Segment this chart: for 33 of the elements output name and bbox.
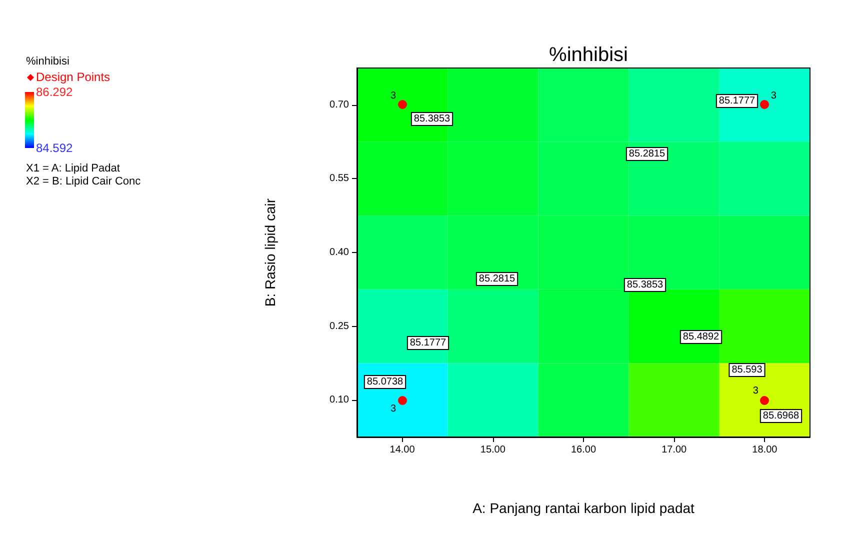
y-tick-label: 0.70 [330, 99, 350, 110]
text: Design Points [36, 70, 110, 84]
annotation: 3 [390, 404, 397, 415]
y-tick-label: 0.25 [330, 320, 350, 332]
annotation: 85.3853 [626, 280, 664, 290]
x-tick-label: 15.00 [480, 444, 506, 456]
annotation: 85.593 [732, 364, 763, 376]
x-tick-label: 16.00 [570, 444, 596, 456]
annotation: 3 [390, 90, 397, 102]
chart-title: %inhibisi [549, 44, 628, 66]
color-bar-label: 86.292 [36, 85, 73, 99]
y-tick-label: 0.10 [330, 394, 350, 406]
annotation: 85.2815 [478, 274, 516, 284]
x-tick-label: 17.00 [662, 444, 688, 456]
x-tick-label: 18.00 [752, 444, 778, 456]
annotation: 85.1777 [718, 96, 756, 106]
annotation: 3 [770, 90, 777, 102]
y-axis-title: B: Rasio lipid cair [262, 198, 278, 307]
annotation: 85.1777 [410, 338, 447, 348]
x-tick-label: 14.00 [390, 444, 416, 456]
legend-title: %inhibisi [26, 56, 70, 68]
text: X2 = B: Lipid Cair Conc [26, 176, 142, 188]
y-tick-label: 0.40 [330, 247, 350, 258]
color-bar-label: 84.592 [36, 141, 73, 155]
annotation: 85.2815 [628, 148, 666, 160]
text: X1 = A: Lipid Padat [26, 162, 120, 174]
annotation: 85.3853 [414, 114, 451, 124]
annotation: 85.6968 [762, 410, 800, 422]
annotation: 85.4892 [682, 332, 720, 342]
x-axis-title: A: Panjang rantai karbon lipid padat [472, 500, 695, 516]
y-tick-label: 0.55 [330, 173, 350, 184]
annotation: 3 [752, 386, 759, 397]
annotation: 85.0738 [366, 376, 404, 388]
